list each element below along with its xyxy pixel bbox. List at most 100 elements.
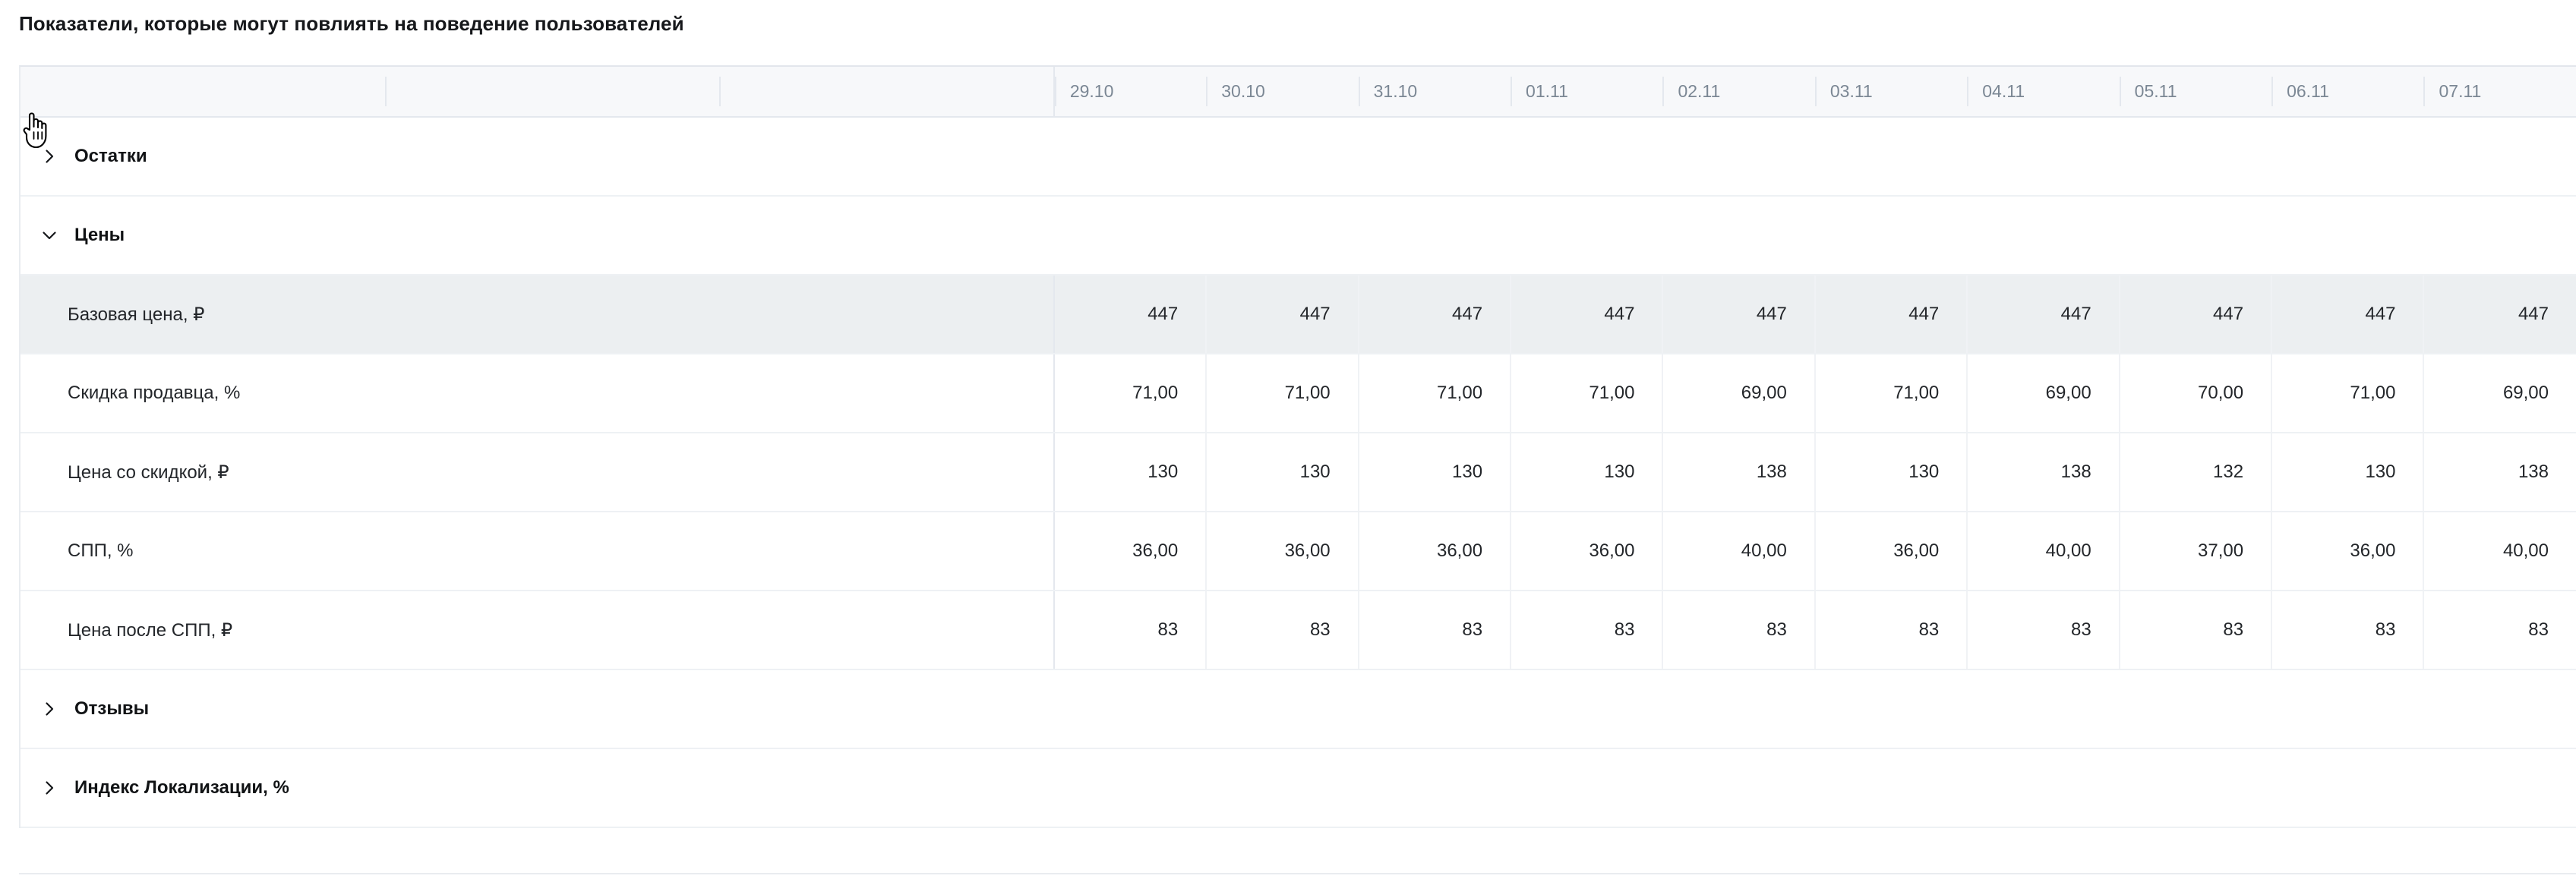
metric-value: 36,00 — [1511, 512, 1664, 591]
metric-value: 447 — [1662, 275, 1816, 354]
chevron-right-icon[interactable] — [39, 778, 59, 798]
metric-value: 447 — [2423, 275, 2576, 354]
group-label-ceny: Цены — [74, 225, 125, 245]
group-row-index-lokalizacii[interactable]: Индекс Локализации, % — [21, 748, 2576, 828]
header-date-03-11[interactable]: 03.11 — [1814, 67, 1968, 118]
metric-value: 447 — [2271, 275, 2425, 354]
metric-value: 130 — [1206, 433, 1359, 512]
metric-value: 83 — [1358, 591, 1512, 670]
metric-value: 138 — [2423, 433, 2576, 512]
metrics-table: 29.10 30.10 31.10 01.11 02.11 03.11 04.1… — [21, 67, 2576, 828]
table-row[interactable]: Скидка продавца, % 71,00 71,00 71,00 71,… — [21, 354, 2576, 433]
header-date-label: 02.11 — [1678, 81, 1721, 101]
column-divider — [2119, 77, 2121, 106]
metric-value: 70,00 — [2119, 354, 2273, 433]
header-date-29-10[interactable]: 29.10 — [1053, 67, 1207, 118]
header-label-cell — [21, 67, 1055, 118]
table-bottom-border — [19, 873, 2576, 874]
metric-value: 447 — [1511, 275, 1664, 354]
metric-value: 83 — [1511, 591, 1664, 670]
table-row[interactable]: Базовая цена, ₽ 447 447 447 447 447 447 … — [21, 275, 2576, 354]
metric-value: 130 — [1358, 433, 1512, 512]
group-label-ostatki: Остатки — [74, 146, 147, 166]
metric-value: 71,00 — [1358, 354, 1512, 433]
header-divider-1 — [385, 77, 387, 106]
metric-value: 138 — [1662, 433, 1816, 512]
column-divider — [1662, 77, 1665, 106]
metric-value: 83 — [1662, 591, 1816, 670]
metric-label: Цена со скидкой, ₽ — [21, 433, 1055, 512]
header-date-05-11[interactable]: 05.11 — [2119, 67, 2272, 118]
metric-value: 40,00 — [2423, 512, 2576, 591]
metric-value: 447 — [1358, 275, 1512, 354]
header-date-06-11[interactable]: 06.11 — [2271, 67, 2424, 118]
group-row-ostatki[interactable]: Остатки — [21, 117, 2576, 197]
metric-label: СПП, % — [21, 512, 1055, 591]
group-cell-index-lokalizacii[interactable]: Индекс Локализации, % — [21, 748, 2576, 828]
column-divider — [1054, 77, 1056, 106]
group-row-ceny[interactable]: Цены — [21, 196, 2576, 276]
metric-value: 71,00 — [2271, 354, 2425, 433]
group-row-otzyvy[interactable]: Отзывы — [21, 669, 2576, 749]
header-date-04-11[interactable]: 04.11 — [1967, 67, 2120, 118]
header-row: 29.10 30.10 31.10 01.11 02.11 03.11 04.1… — [21, 67, 2576, 118]
table-row[interactable]: СПП, % 36,00 36,00 36,00 36,00 40,00 36,… — [21, 512, 2576, 591]
group-cell-otzyvy[interactable]: Отзывы — [21, 669, 2576, 749]
metric-value: 447 — [1053, 275, 1208, 354]
column-divider — [2271, 77, 2274, 106]
metric-value: 71,00 — [1053, 354, 1208, 433]
group-cell-ostatki[interactable]: Остатки — [21, 117, 2576, 197]
chevron-right-icon[interactable] — [39, 699, 59, 719]
header-date-31-10[interactable]: 31.10 — [1358, 67, 1511, 118]
metric-value: 447 — [1814, 275, 1968, 354]
header-date-label: 04.11 — [1982, 81, 2025, 101]
metric-value: 447 — [2119, 275, 2273, 354]
chevron-down-icon[interactable] — [39, 225, 59, 245]
column-divider — [1206, 77, 1208, 106]
metric-value: 71,00 — [1206, 354, 1359, 433]
metric-value: 132 — [2119, 433, 2273, 512]
table-body: Остатки Цены — [21, 117, 2576, 828]
header-date-07-11[interactable]: 07.11 — [2423, 67, 2576, 118]
column-divider — [1814, 77, 1817, 106]
metric-label: Цена после СПП, ₽ — [21, 591, 1055, 670]
column-divider — [1967, 77, 1969, 106]
group-label-index-lokalizacii: Индекс Локализации, % — [74, 777, 289, 798]
metric-value: 36,00 — [1814, 512, 1968, 591]
metric-value: 130 — [1511, 433, 1664, 512]
header-date-label: 29.10 — [1069, 81, 1114, 101]
table-row[interactable]: Цена со скидкой, ₽ 130 130 130 130 138 1… — [21, 433, 2576, 512]
header-date-02-11[interactable]: 02.11 — [1662, 67, 1815, 118]
metric-value: 130 — [1053, 433, 1208, 512]
metric-value: 69,00 — [1662, 354, 1816, 433]
metric-value: 69,00 — [1967, 354, 2120, 433]
metrics-table-container: 29.10 30.10 31.10 01.11 02.11 03.11 04.1… — [19, 65, 2576, 828]
header-date-label: 07.11 — [2439, 81, 2482, 101]
header-date-label: 01.11 — [1526, 81, 1568, 101]
table-row[interactable]: Цена после СПП, ₽ 83 83 83 83 83 83 83 8… — [21, 591, 2576, 670]
group-cell-ceny[interactable]: Цены — [21, 196, 2576, 276]
chevron-right-icon[interactable] — [39, 146, 59, 166]
metric-value: 71,00 — [1511, 354, 1664, 433]
column-divider — [2423, 77, 2426, 106]
header-date-label: 05.11 — [2134, 81, 2177, 101]
metric-value: 83 — [2423, 591, 2576, 670]
metric-value: 69,00 — [2423, 354, 2576, 433]
group-label-otzyvy: Отзывы — [74, 698, 150, 719]
metric-value: 83 — [1206, 591, 1359, 670]
metric-label: Скидка продавца, % — [21, 354, 1055, 433]
header-date-label: 06.11 — [2287, 81, 2329, 101]
metric-value: 83 — [2271, 591, 2425, 670]
header-date-30-10[interactable]: 30.10 — [1206, 67, 1359, 118]
header-date-label: 30.10 — [1221, 81, 1265, 101]
metric-value: 37,00 — [2119, 512, 2273, 591]
metric-label: Базовая цена, ₽ — [21, 275, 1055, 354]
metric-value: 36,00 — [2271, 512, 2425, 591]
metric-value: 71,00 — [1814, 354, 1968, 433]
metric-value: 130 — [2271, 433, 2425, 512]
table-header: 29.10 30.10 31.10 01.11 02.11 03.11 04.1… — [21, 67, 2576, 118]
header-date-01-11[interactable]: 01.11 — [1511, 67, 1663, 118]
metric-value: 83 — [1967, 591, 2120, 670]
column-divider — [1358, 77, 1360, 106]
metric-value: 447 — [1206, 275, 1359, 354]
